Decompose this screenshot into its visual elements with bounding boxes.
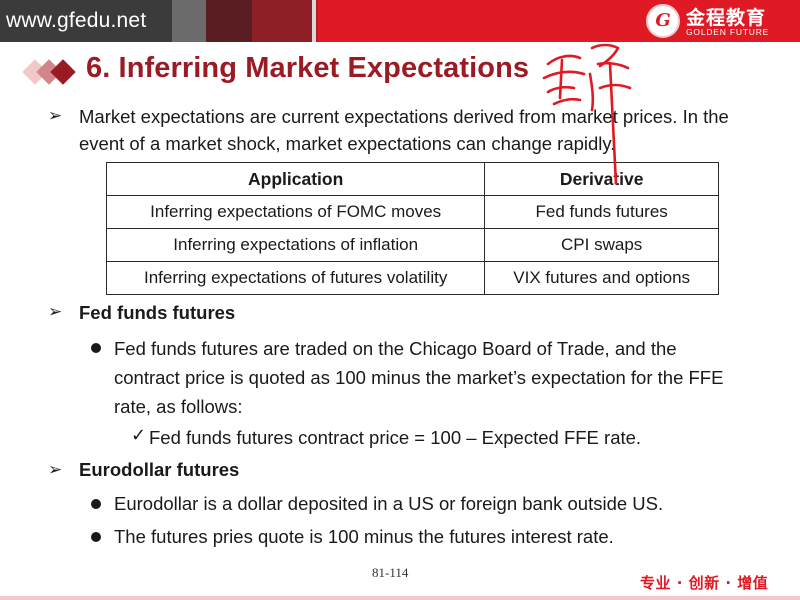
- arrow-bullet-icon: ➢: [48, 106, 63, 125]
- brand-name-cn: 金程教育: [686, 7, 767, 29]
- table-cell: Inferring expectations of FOMC moves: [105, 195, 486, 229]
- fed-funds-description: Fed funds futures are traded on the Chic…: [114, 338, 724, 417]
- brand-name-en: GOLDEN FUTURE: [686, 27, 770, 37]
- banner-red-area: G 金程教育 GOLDEN FUTURE: [318, 0, 800, 42]
- eurodollar-bullet: Eurodollar is a dollar deposited in a US…: [114, 493, 664, 514]
- section-heading-eurodollar: Eurodollar futures: [79, 459, 240, 480]
- footer-rule: [0, 596, 800, 600]
- page-number: 81-114: [372, 565, 409, 580]
- table-row: Inferring expectations of FOMC moves Fed…: [105, 195, 719, 229]
- bullet-dot-icon: [91, 532, 101, 542]
- table-row: Inferring expectations of futures volati…: [105, 261, 719, 295]
- table-cell: Inferring expectations of inflation: [105, 228, 486, 262]
- slide-title: 6. Inferring Market Expectations: [86, 52, 530, 84]
- top-banner: www.gfedu.net G 金程教育 GOLDEN FUTURE: [0, 0, 800, 42]
- table-row: Inferring expectations of inflation CPI …: [105, 228, 719, 262]
- banner-stripe: [316, 0, 318, 42]
- intro-text: Market expectations are current expectat…: [79, 106, 729, 154]
- banner-stripe: [206, 0, 252, 42]
- table-cell: VIX futures and options: [484, 261, 719, 295]
- handwritten-annotation-icon: [542, 43, 632, 184]
- slogan: 专业 · 创新 · 增值: [640, 574, 769, 592]
- table-cell: Inferring expectations of futures volati…: [105, 261, 486, 295]
- bullet-dot-icon: [91, 343, 101, 353]
- brand-logo: G 金程教育 GOLDEN FUTURE: [646, 3, 784, 39]
- site-url[interactable]: www.gfedu.net: [0, 0, 172, 42]
- banner-stripe: [312, 0, 316, 42]
- diamond-icon: [50, 59, 76, 85]
- section-heading-fed-funds: Fed funds futures: [79, 302, 236, 323]
- table-header-row: Application Derivative: [105, 162, 719, 196]
- banner-stripe: [252, 0, 312, 42]
- checkmark-icon: ✓: [131, 425, 147, 445]
- table-cell: CPI swaps: [484, 228, 719, 262]
- title-row: 6. Inferring Market Expectations: [22, 52, 642, 92]
- expectations-table: Application Derivative Inferring expecta…: [105, 162, 719, 295]
- table-header-application: Application: [105, 162, 486, 196]
- bullet-dot-icon: [91, 499, 101, 509]
- fed-funds-formula: Fed funds futures contract price = 100 –…: [149, 427, 642, 448]
- arrow-bullet-icon: ➢: [48, 302, 63, 321]
- arrow-bullet-icon: ➢: [48, 460, 63, 479]
- table-cell: Fed funds futures: [484, 195, 719, 229]
- banner-stripe: [172, 0, 206, 42]
- eurodollar-bullet: The futures pries quote is 100 minus the…: [114, 526, 614, 547]
- logo-icon: G: [646, 4, 680, 38]
